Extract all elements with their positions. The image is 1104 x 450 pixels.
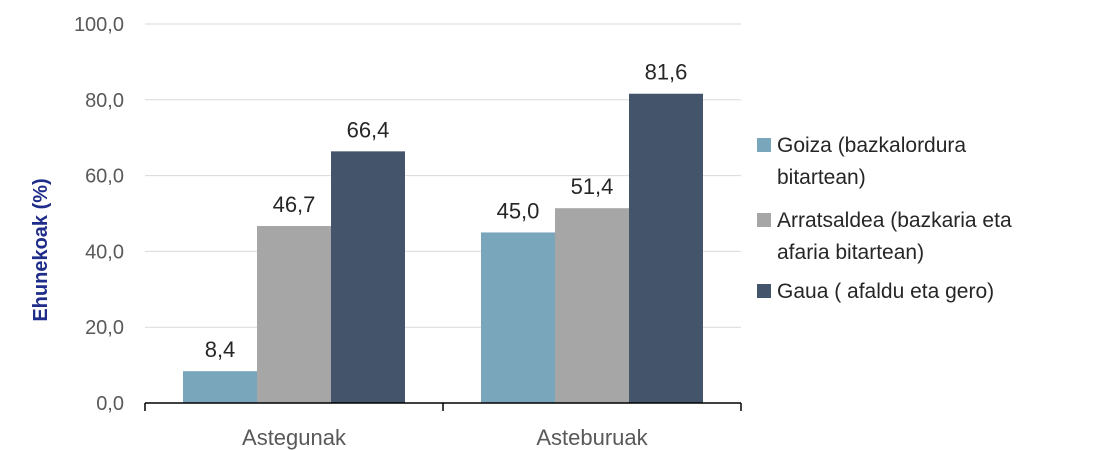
bar <box>331 151 405 403</box>
legend: Goiza (bazkalordura bitartean) Arratsaldea… <box>757 134 1012 303</box>
y-tick-label: 80,0 <box>85 90 124 112</box>
y-axis-label: Ehunekoak (%) <box>30 178 52 321</box>
y-tick-label: 0,0 <box>96 393 124 415</box>
data-label: 45,0 <box>497 198 540 223</box>
bar <box>629 93 703 404</box>
data-label: 81,6 <box>645 60 688 85</box>
bars <box>183 93 703 404</box>
bar <box>555 208 629 403</box>
legend-swatch <box>757 138 771 152</box>
y-tick-label: 100,0 <box>74 14 124 36</box>
data-label: 51,4 <box>571 174 614 199</box>
data-label: 8,4 <box>205 337 236 362</box>
y-tick-label: 20,0 <box>85 317 124 339</box>
bar <box>481 232 555 403</box>
legend-label: Gaua ( afaldu eta gero) <box>777 280 994 303</box>
legend-label: Goiza (bazkalordura <box>777 134 966 157</box>
y-axis-ticks: 0,0 20,0 40,0 60,0 80,0 100,0 <box>74 14 124 415</box>
legend-swatch <box>757 284 771 298</box>
y-tick-label: 40,0 <box>85 241 124 263</box>
y-tick-label: 60,0 <box>85 166 124 188</box>
legend-label: bitartean) <box>777 166 866 189</box>
data-label: 66,4 <box>347 117 390 142</box>
data-label: 46,7 <box>273 192 316 217</box>
x-category-label: Astegunak <box>242 425 347 450</box>
bar <box>257 226 331 403</box>
x-category-label: Asteburuak <box>536 425 648 450</box>
bar <box>183 371 257 403</box>
legend-label: afaria bitartean) <box>777 241 924 264</box>
x-axis: Astegunak Asteburuak <box>144 402 742 450</box>
legend-label: Arratsaldea (bazkaria eta <box>777 209 1012 232</box>
legend-swatch <box>757 213 771 227</box>
data-labels: 8,4 45,0 46,7 51,4 66,4 81,6 <box>205 60 688 362</box>
